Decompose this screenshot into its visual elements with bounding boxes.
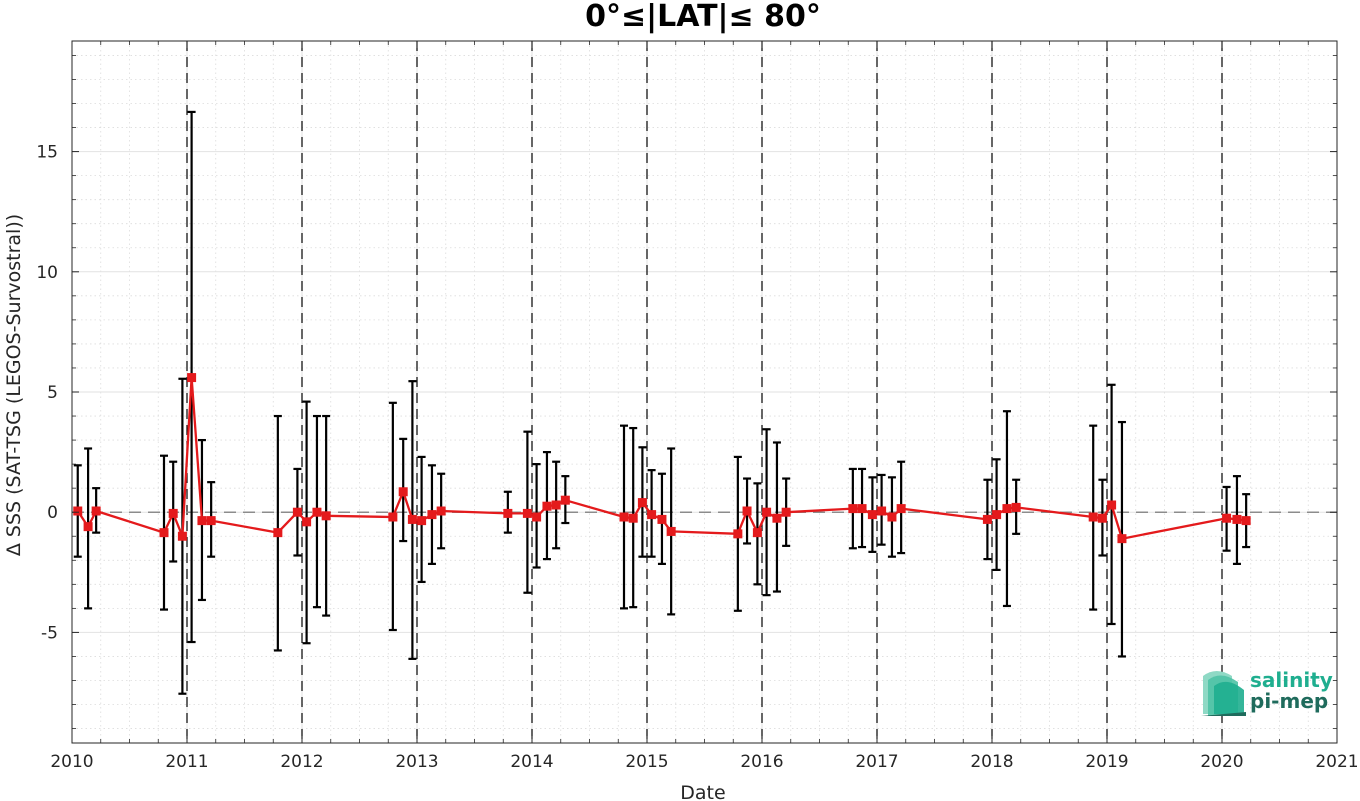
y-tick-label: 5 [47, 383, 58, 403]
data-point-marker [168, 508, 178, 518]
axes-layer [71, 40, 1338, 744]
y-tick-label: 15 [36, 143, 58, 163]
data-point-marker [551, 500, 561, 510]
data-point-marker [522, 508, 532, 518]
data-point-marker [1088, 512, 1098, 522]
x-tick-label: 2020 [1200, 752, 1243, 772]
data-point-marker [877, 506, 887, 516]
x-tick-label: 2012 [280, 752, 323, 772]
marker-layer [73, 373, 1251, 544]
data-point-marker [197, 516, 207, 526]
data-point-marker [1107, 500, 1117, 510]
data-point-marker [628, 513, 638, 523]
data-point-marker [436, 506, 446, 516]
x-axis-label: Date [680, 782, 725, 801]
data-point-marker [398, 487, 408, 497]
data-point-marker [887, 512, 897, 522]
x-tick-label: 2011 [165, 752, 208, 772]
tick-label-layer: 2010 2011 2012 2013 2014 2015 2016 2017 2018 2019… [36, 143, 1358, 772]
data-point-marker [83, 522, 93, 532]
data-point-marker [1222, 513, 1232, 523]
data-point-marker [312, 507, 322, 517]
x-tick-label: 2019 [1085, 752, 1128, 772]
logo-text-line2: pi-mep [1250, 689, 1328, 713]
data-point-marker [407, 514, 417, 524]
x-tick-label: 2015 [625, 752, 668, 772]
data-point-marker [848, 504, 858, 514]
x-tick-label: 2014 [510, 752, 553, 772]
x-tick-label: 2013 [395, 752, 438, 772]
data-point-marker [427, 510, 437, 520]
data-point-marker [560, 495, 570, 505]
logo-text-line1: salinity [1250, 668, 1333, 692]
y-tick-label: 10 [36, 263, 58, 283]
x-tick-label: 2016 [740, 752, 783, 772]
year-separator-layer [186, 41, 1223, 743]
grid-layer [71, 41, 1338, 743]
data-point-marker [857, 504, 867, 514]
x-tick-label: 2021 [1315, 752, 1358, 772]
data-point-marker [321, 511, 331, 521]
data-point-marker [302, 517, 312, 527]
data-point-marker [733, 529, 743, 539]
data-point-marker [273, 528, 283, 538]
data-point-marker [1232, 514, 1242, 524]
data-point-marker [206, 516, 216, 526]
data-point-marker [187, 373, 197, 383]
data-point-marker [91, 506, 101, 516]
data-point-marker [752, 528, 762, 538]
data-point-marker [417, 516, 427, 526]
data-point-marker [762, 507, 772, 517]
data-point-marker [982, 514, 992, 524]
data-point-marker [867, 510, 877, 520]
y-tick-label: -5 [41, 623, 58, 643]
data-point-marker [177, 531, 187, 541]
data-point-marker [503, 508, 513, 518]
data-point-marker [73, 506, 83, 516]
salinity-pi-mep-logo: salinity pi-mep [1201, 668, 1333, 716]
logo-wave-icon [1201, 671, 1246, 716]
data-point-marker [388, 512, 398, 522]
data-point-marker [1117, 534, 1127, 544]
data-point-marker [532, 512, 542, 522]
data-point-marker [896, 504, 906, 514]
data-point-marker [637, 498, 647, 508]
data-point-marker [1002, 504, 1012, 514]
data-point-marker [1241, 516, 1251, 526]
y-axis-label: Δ SSS (SAT-TSG (LEGOS-Survostral)) [3, 214, 25, 556]
chart-title: 0°≤|LAT|≤ 80° [585, 0, 821, 34]
data-point-marker [292, 507, 302, 517]
data-point-marker [1011, 502, 1021, 512]
errorbar-layer [73, 110, 1251, 695]
data-point-marker [992, 510, 1002, 520]
data-point-marker [781, 507, 791, 517]
data-point-marker [647, 510, 657, 520]
data-point-marker [657, 514, 667, 524]
x-tick-label: 2010 [50, 752, 93, 772]
data-point-marker [619, 512, 629, 522]
data-point-marker [542, 501, 552, 511]
data-point-marker [159, 528, 169, 538]
y-tick-label: 0 [47, 503, 58, 523]
data-point-marker [1097, 513, 1107, 523]
x-tick-label: 2017 [855, 752, 898, 772]
data-point-marker [742, 506, 752, 516]
data-point-marker [772, 513, 782, 523]
data-point-marker [666, 526, 676, 536]
x-tick-label: 2018 [970, 752, 1013, 772]
